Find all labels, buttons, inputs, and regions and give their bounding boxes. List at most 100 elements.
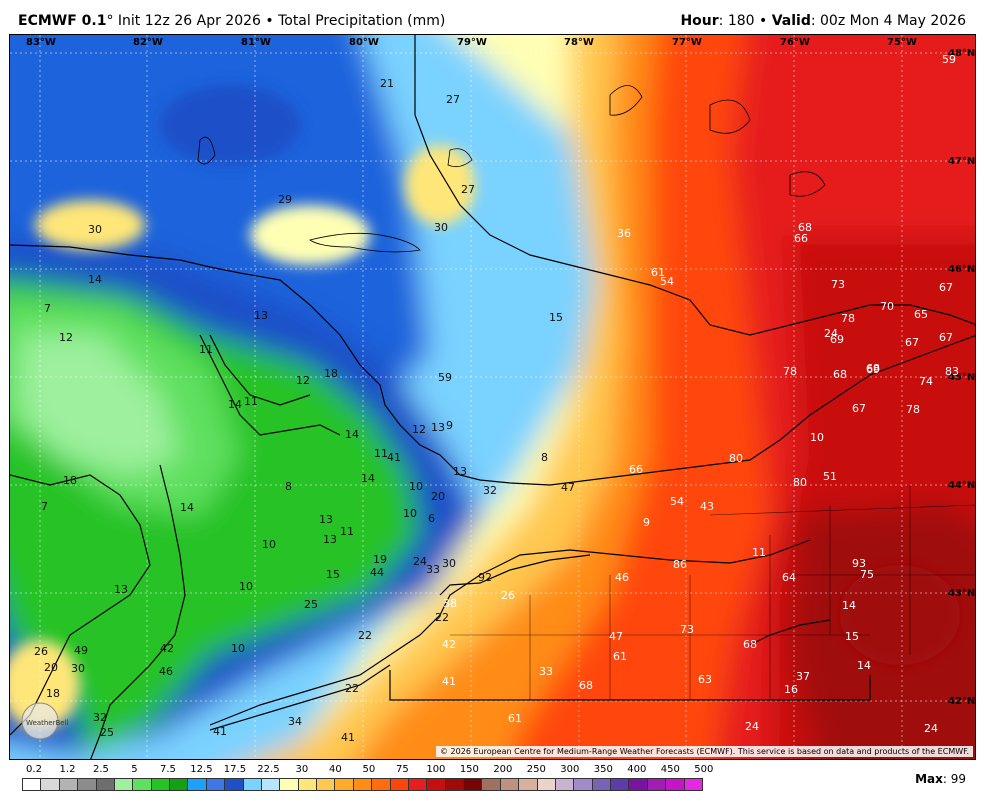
point-value: 11 xyxy=(340,525,354,538)
legend-swatch xyxy=(683,778,703,791)
legend-swatch xyxy=(58,778,79,791)
hour-value: : 180 • xyxy=(718,13,772,29)
point-value: 11 xyxy=(374,447,388,460)
point-value: 30 xyxy=(442,557,456,570)
point-value: 18 xyxy=(324,367,338,380)
legend-swatch xyxy=(463,778,483,791)
point-value: 67 xyxy=(939,331,953,344)
map-title: ECMWF 0.1° Init 12z 26 Apr 2026 • Total … xyxy=(18,13,445,29)
legend-swatch xyxy=(260,778,281,791)
init-time: ° Init 12z 26 Apr 2026 xyxy=(106,13,261,29)
precipitation-map[interactable]: 83°W 82°W 81°W 80°W 79°W 78°W 77°W 76°W … xyxy=(9,34,976,760)
legend-label: 200 xyxy=(493,764,513,775)
point-value: 13 xyxy=(323,533,337,546)
point-value: 41 xyxy=(442,675,456,688)
legend-label: 250 xyxy=(526,764,546,775)
point-value: 19 xyxy=(373,553,387,566)
point-value: 26 xyxy=(501,589,515,602)
point-value: 42 xyxy=(442,638,456,651)
point-value: 7 xyxy=(41,500,48,513)
point-value: 9 xyxy=(643,516,650,529)
legend-swatch xyxy=(113,778,134,791)
point-value: 59 xyxy=(942,53,956,66)
point-value: 9 xyxy=(446,419,453,432)
legend-swatch xyxy=(279,778,299,791)
legend-label: 2.5 xyxy=(93,764,109,775)
legend-swatch xyxy=(646,778,667,791)
legend-swatch xyxy=(316,778,336,791)
point-value: 10 xyxy=(262,538,276,551)
legend-swatch xyxy=(407,778,428,791)
point-value: 66 xyxy=(794,232,808,245)
legend-swatch xyxy=(297,778,318,791)
lat-label: 44°N xyxy=(948,480,975,491)
point-value: 43 xyxy=(700,500,714,513)
legend-swatch xyxy=(536,778,556,791)
point-value: 54 xyxy=(660,275,674,288)
point-value: 41 xyxy=(341,731,355,744)
point-value: 61 xyxy=(508,712,522,725)
county-lines xyxy=(450,485,975,700)
precip-field xyxy=(10,35,975,759)
point-value: 46 xyxy=(615,571,629,584)
point-value: 33 xyxy=(426,563,440,576)
point-value: 74 xyxy=(919,375,933,388)
point-value: 14 xyxy=(345,428,359,441)
legend-swatch xyxy=(352,778,373,791)
point-value: 78 xyxy=(783,365,797,378)
lon-label: 79°W xyxy=(457,37,487,48)
point-value: 83 xyxy=(945,365,959,378)
point-value: 46 xyxy=(159,665,173,678)
legend-swatch xyxy=(187,778,207,791)
legend-label: 500 xyxy=(694,764,714,775)
point-value: 13 xyxy=(453,465,467,478)
map-header: ECMWF 0.1° Init 12z 26 Apr 2026 • Total … xyxy=(0,0,984,33)
legend-label: 12.5 xyxy=(190,764,213,775)
point-value: 13 xyxy=(254,309,268,322)
point-value: 10 xyxy=(409,480,423,493)
legend-swatch xyxy=(444,778,465,791)
lat-label: 45°N xyxy=(948,372,975,383)
legend-label: 50 xyxy=(362,764,376,775)
lon-label: 75°W xyxy=(887,37,917,48)
lat-label: 46°N xyxy=(948,264,975,275)
point-value: 22 xyxy=(358,629,372,642)
point-value: 14 xyxy=(361,472,375,485)
point-value: 20 xyxy=(431,490,445,503)
point-value: 66 xyxy=(629,463,643,476)
point-value: 64 xyxy=(782,571,796,584)
point-value: 11 xyxy=(244,395,258,408)
legend-swatch xyxy=(499,778,520,791)
point-value: 78 xyxy=(906,403,920,416)
point-value: 10 xyxy=(239,580,253,593)
legend-swatch xyxy=(95,778,115,791)
legend-label: 150 xyxy=(459,764,479,775)
legend-swatch xyxy=(610,778,630,791)
point-value: 29 xyxy=(278,193,292,206)
point-value: 73 xyxy=(831,278,845,291)
point-value: 20 xyxy=(44,661,58,674)
max-value: Max: 99 xyxy=(915,772,966,786)
point-value: 27 xyxy=(461,183,475,196)
point-value: 18 xyxy=(46,687,60,700)
legend-swatch xyxy=(150,778,171,791)
legend-label: 5 xyxy=(131,764,138,775)
legend-label: 75 xyxy=(396,764,409,775)
legend-swatch xyxy=(169,778,189,791)
point-value: 25 xyxy=(100,726,114,739)
point-value: 25 xyxy=(304,598,318,611)
valid-time: Hour: 180 • Valid: 00z Mon 4 May 2026 xyxy=(680,13,966,29)
legend-swatch xyxy=(77,778,97,791)
point-value: 13 xyxy=(319,513,333,526)
point-value: 7 xyxy=(44,302,51,315)
legend-label: 7.5 xyxy=(160,764,176,775)
point-value: 13 xyxy=(114,583,128,596)
point-value: 24 xyxy=(824,327,838,340)
legend-swatch xyxy=(665,778,685,791)
point-value: 10 xyxy=(403,507,417,520)
point-value: 69 xyxy=(830,333,844,346)
copyright-notice: © 2026 European Centre for Medium-Range … xyxy=(436,746,973,757)
point-value: 30 xyxy=(88,223,102,236)
point-value: 8 xyxy=(285,480,292,493)
point-value: 80 xyxy=(729,452,743,465)
